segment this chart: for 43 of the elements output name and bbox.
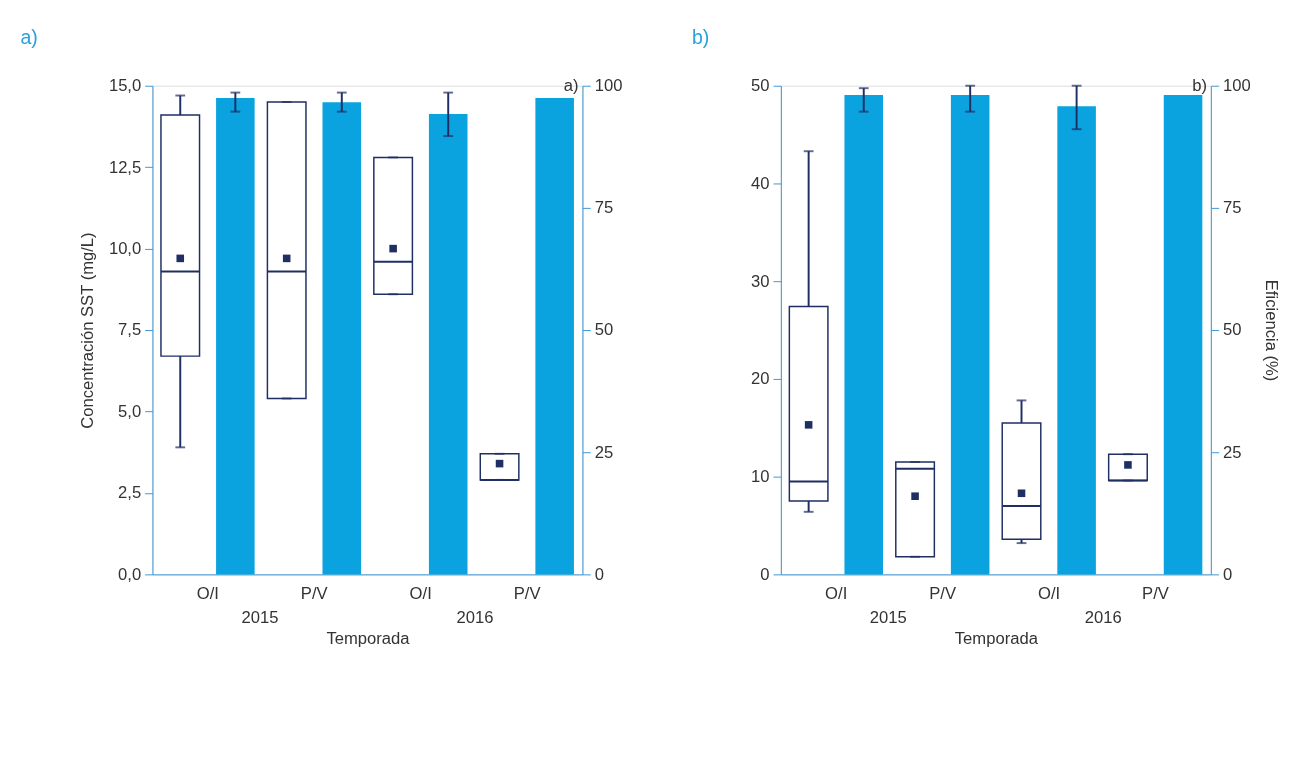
annotation: a) — [563, 75, 579, 95]
y-tick-label: 2,5 — [118, 483, 142, 503]
y-tick-label: 20 — [751, 369, 770, 389]
y-tick-label: 50 — [751, 76, 770, 96]
y-tick-label: 12,5 — [108, 157, 142, 177]
y-tick-label: 0,0 — [118, 564, 142, 584]
y2-tick-label: 0 — [1223, 564, 1233, 584]
y-tick-label: 10,0 — [108, 238, 142, 258]
y2-tick-label: 50 — [1223, 320, 1242, 340]
y-tick-label: 5,0 — [118, 401, 142, 421]
x-tick-label: P/V — [929, 584, 957, 604]
y2-tick-label: 75 — [594, 198, 614, 218]
y2-axis-title: Eficiencia (%) — [1262, 279, 1282, 382]
y-tick-label: 10 — [751, 467, 770, 487]
y2-tick-label: 25 — [1223, 442, 1242, 462]
y-tick-label: 0 — [760, 564, 770, 584]
x-tick-label: P/V — [513, 584, 541, 604]
chart-title: b) — [692, 25, 710, 48]
x-tick-label: O/I — [1037, 584, 1061, 604]
x-tick-label: O/I — [825, 584, 848, 604]
text: 2016 — [1084, 608, 1122, 628]
x-tick-label: O/I — [409, 584, 432, 604]
y2-tick-label: 100 — [594, 76, 623, 96]
y2-tick-label: 25 — [594, 442, 614, 462]
x-axis-title: Temporada — [326, 629, 411, 649]
text: 2016 — [456, 608, 494, 628]
chart-title: a) — [20, 25, 38, 48]
text: 2015 — [869, 608, 907, 628]
annotation: b) — [1192, 75, 1207, 95]
x-tick-label: P/V — [300, 584, 328, 604]
x-axis-title: Temporada — [954, 629, 1039, 649]
y-tick-label: 40 — [751, 173, 770, 193]
y2-tick-label: 0 — [594, 564, 604, 584]
y-tick-label: 30 — [751, 271, 770, 291]
y2-tick-label: 50 — [594, 320, 614, 340]
y-tick-label: 15,0 — [108, 76, 142, 96]
x-tick-label: O/I — [196, 584, 219, 604]
x-tick-label: P/V — [1142, 584, 1169, 604]
y2-tick-label: 75 — [1223, 198, 1242, 218]
text: 2015 — [241, 608, 279, 628]
y-tick-label: 7,5 — [118, 320, 142, 340]
y-axis-title: Concentración SST (mg/L) — [78, 232, 98, 429]
y2-tick-label: 100 — [1223, 76, 1251, 96]
